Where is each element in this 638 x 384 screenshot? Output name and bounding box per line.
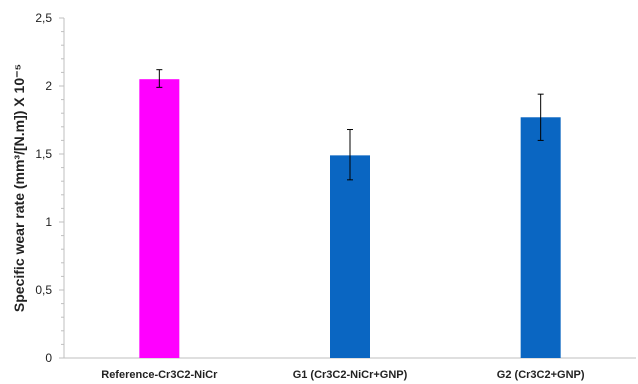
x-category-label: G2 (Cr3C2+GNP) xyxy=(497,369,585,381)
bar xyxy=(139,79,180,358)
bar xyxy=(330,155,370,358)
error-bar xyxy=(156,69,163,88)
y-tick-label: 0 xyxy=(45,351,52,365)
bar xyxy=(520,117,561,358)
x-category-label: G1 (Cr3C2-NiCr+GNP) xyxy=(293,369,408,381)
error-bar xyxy=(347,129,353,181)
bars xyxy=(139,79,561,358)
y-tick-label: 0,5 xyxy=(35,283,52,297)
category-labels: Reference-Cr3C2-NiCr G1 (Cr3C2-NiCr+GNP) G… xyxy=(101,369,585,381)
x-category-label: Reference-Cr3C2-NiCr xyxy=(101,369,218,381)
y-tick-label: 2 xyxy=(45,79,52,93)
y-tick-label: 1 xyxy=(45,215,52,229)
y-ticks: 0 0,5 1 1,5 2 2,5 xyxy=(35,11,64,365)
error-bars xyxy=(156,69,544,181)
y-tick-label: 2,5 xyxy=(35,11,52,25)
y-axis-title: Specific wear rate (mm³/[N.m]) X 10⁻⁵ xyxy=(11,64,27,312)
y-tick-label: 1,5 xyxy=(35,147,52,161)
error-bar xyxy=(537,93,544,141)
